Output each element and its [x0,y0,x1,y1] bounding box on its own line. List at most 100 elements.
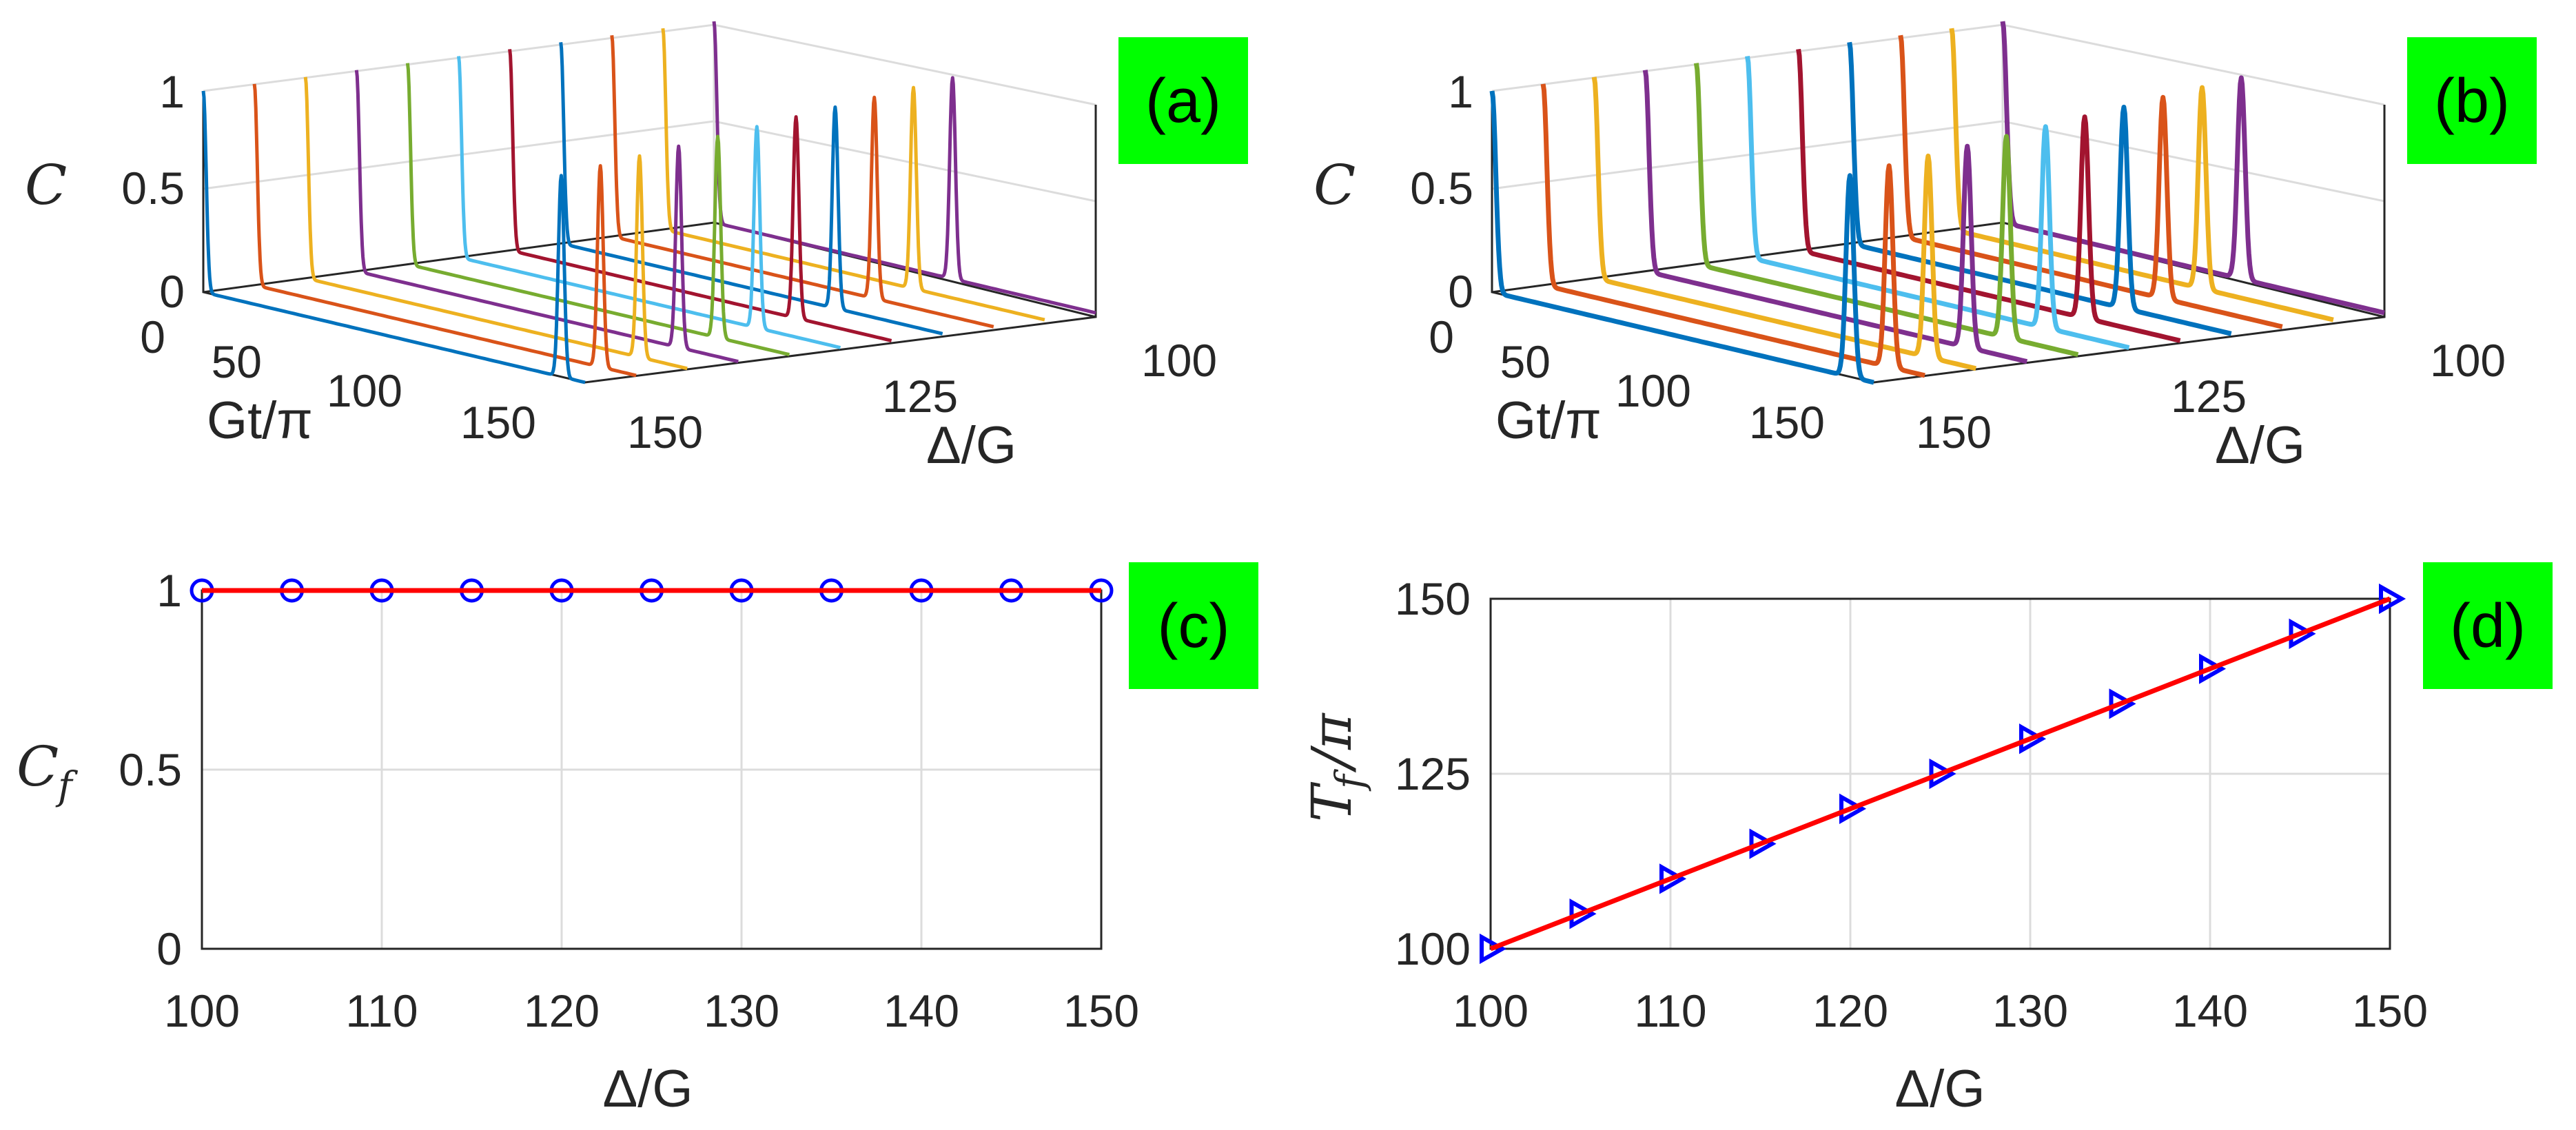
panel-c-y-label-sub: f [55,764,79,809]
panel-d-y-tick-150: 150 [1395,573,1471,624]
panel-a-delta-tick-125: 125 [882,371,958,422]
panel-c-y-label-main: C [17,734,59,799]
panel-a-curves [201,21,1096,384]
panel-a-3d-plot: 1 0.5 0 C 0 50 100 150 Gt/π 150 125 100 … [25,21,1248,475]
panel-d-x-tick-150: 150 [2352,985,2428,1036]
panel-b-curve-delta-125 [1745,55,2130,350]
panel-b-t-tick-100: 100 [1615,365,1691,416]
panel-b-curve-delta-120 [1796,48,2181,343]
panel-b-curve-delta-115 [1847,41,2232,336]
panel-a-z-tick-1: 1 [159,66,185,117]
panel-a-t-label: Gt/π [207,391,313,450]
panel-d-y-tick-100: 100 [1395,923,1471,974]
panel-a-t-tick-50: 50 [212,336,262,387]
panel-b-z-tick-05: 0.5 [1410,163,1473,214]
panel-d-x-tick-100: 100 [1453,985,1529,1036]
panel-d-point-150 [2379,583,2406,615]
panel-a-curve-delta-105 [661,28,1045,322]
panel-c-x-tick-100: 100 [164,985,240,1036]
panel-d-y-tick-125: 125 [1395,748,1471,799]
panel-c-y-tick-1: 1 [156,565,182,616]
panel-a-badge-label: (a) [1145,67,1221,136]
panel-b-delta-tick-125: 125 [2171,371,2247,422]
panel-a-curve-delta-150 [201,90,586,384]
panel-b-delta-label: Δ/G [2215,416,2305,475]
panel-b-curve-delta-145 [1540,83,1925,378]
panel-a-t-tick-150: 150 [460,397,536,448]
panel-c-badge [1129,562,1258,689]
panel-b-t-label: Gt/π [1495,391,1602,450]
panel-a-curve-delta-115 [559,42,943,336]
panel-a-t-tick-100: 100 [327,365,402,416]
panel-d-y-label-main: T [1300,781,1364,822]
panel-c-x-tick-120: 120 [524,985,600,1036]
panel-d-y-label-sub: f [1328,768,1373,792]
panel-d-point-140 [2199,653,2227,684]
panel-a-box [202,91,1097,384]
panel-a-badge [1118,37,1248,164]
panel-b-curve-delta-130 [1693,63,2079,358]
panel-b-curve-delta-100 [2000,21,2385,316]
panel-b-z-label: C [1313,153,1356,217]
panel-d-point-125 [1929,758,1956,790]
panel-b-3d-plot: 1 0.5 0 C 0 50 100 150 Gt/π 150 125 100 … [1313,21,2537,475]
panel-d-point-105 [1569,898,1597,929]
panel-d-fit-line [1489,596,2391,952]
panel-c-y-tick-0: 0 [156,923,182,974]
panel-c-series [190,578,1114,603]
panel-d-y-label-rest: /π [1300,712,1364,773]
panel-b-curve-delta-105 [1949,28,2334,322]
panel-a-curve-delta-140 [303,76,688,371]
panel-b-curve-delta-140 [1591,76,1976,371]
panel-c-y-label: C f [17,734,79,809]
panel-b-delta-tick-150: 150 [1916,407,1992,458]
panel-a-curve-delta-135 [354,70,739,364]
panel-c-x-tick-130: 130 [704,985,779,1036]
panel-d-point-120 [1839,793,1867,824]
panel-d-point-130 [2019,723,2047,754]
panel-a-curve-delta-120 [508,49,892,342]
panel-d-x-tick-120: 120 [1812,985,1888,1036]
panel-d-x-tick-140: 140 [2172,985,2248,1036]
panel-c-badge-label: (c) [1158,592,1230,661]
panel-d-x-label: Δ/G [1895,1060,1985,1118]
panel-c-y-tick-05: 0.5 [119,744,182,795]
panel-a-delta-tick-150: 150 [627,407,703,458]
panel-a-z-tick-0: 0 [159,266,185,317]
panel-d-x-tick-110: 110 [1634,985,1706,1036]
panel-b-badge-label: (b) [2434,67,2510,136]
panel-b-z-tick-0: 0 [1448,266,1473,317]
panel-c-x-tick-140: 140 [883,985,959,1036]
panel-b-badge [2407,37,2537,164]
panel-d-badge-label: (d) [2450,592,2526,661]
panel-d-point-100 [1480,933,1507,965]
panel-d-point-135 [2109,688,2136,719]
panel-c-x-label: Δ/G [603,1060,693,1118]
panel-d-axes-box [1489,597,2391,950]
panel-d-badge [2423,562,2553,689]
panel-c-plot: 100 110 120 130 140 150 0 0.5 1 Δ/G C f … [17,562,1258,1118]
panel-c-x-tick-110: 110 [345,985,418,1036]
panel-b-z-tick-1: 1 [1448,66,1473,117]
panel-a-z-label: C [25,153,67,217]
panel-d-y-label: T f /π [1300,712,1373,822]
panel-d-x-tick-130: 130 [1992,985,2068,1036]
panel-c-x-tick-150: 150 [1063,985,1139,1036]
panel-b-grid [1491,23,2385,223]
panel-a-t-tick-0: 0 [140,311,165,362]
panel-d-point-145 [2289,618,2316,649]
panel-d-plot: 100 110 120 130 140 150 100 125 150 Δ/G … [1300,562,2553,1118]
panel-b-curves [1489,21,2385,385]
panel-a-z-tick-05: 0.5 [121,163,185,214]
panel-d-series [1480,583,2406,965]
panel-a-curve-delta-145 [252,83,637,378]
panel-a-delta-label: Δ/G [926,416,1016,475]
panel-a-grid [203,23,1096,223]
panel-d-point-110 [1659,863,1687,894]
panel-b-t-tick-50: 50 [1500,336,1551,387]
panel-b-delta-tick-100: 100 [2430,335,2506,386]
panel-b-t-tick-0: 0 [1429,311,1454,362]
panel-a-curve-delta-130 [405,63,790,357]
panel-b-curve-delta-150 [1489,90,1874,385]
